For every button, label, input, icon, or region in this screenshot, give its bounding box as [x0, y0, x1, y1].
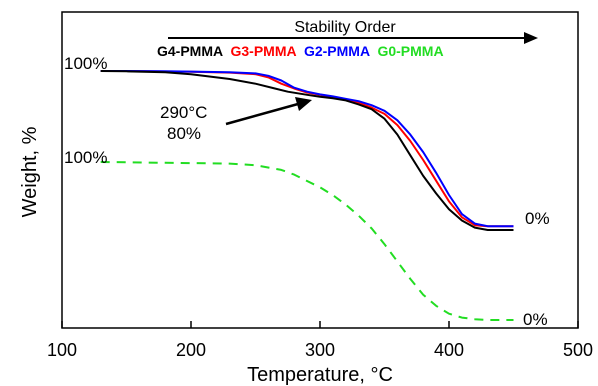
series-line-g2	[100, 70, 514, 228]
stability-order-label-g3: G3-PMMA	[230, 43, 296, 59]
bottom-start-label: 100%	[64, 148, 107, 167]
point-temp-label: 290°C	[160, 103, 207, 122]
x-tick-label-500: 500	[563, 340, 593, 360]
point-arrow	[225, 97, 312, 126]
point-weight-label: 80%	[167, 124, 201, 143]
stability-order-labels: G4-PMMA G3-PMMA G2-PMMA G0-PMMA	[157, 43, 444, 59]
y-axis-title: Weight, %	[19, 126, 41, 217]
x-tick-label-200: 200	[176, 340, 206, 360]
x-tick-label-100: 100	[47, 340, 77, 360]
stability-order-title: Stability Order	[294, 19, 396, 36]
x-tick-label-300: 300	[305, 340, 335, 360]
top-end-label: 0%	[525, 209, 550, 228]
plot-frame	[61, 11, 579, 329]
series-line-g0	[100, 161, 514, 321]
plot-area-border	[61, 11, 579, 329]
point-arrow-head	[295, 97, 312, 111]
x-tick-label-400: 400	[434, 340, 464, 360]
stability-order-label-g2: G2-PMMA	[304, 43, 370, 59]
series-group	[100, 70, 514, 321]
series-line-g4	[100, 70, 514, 231]
stability-order-label-g4: G4-PMMA	[157, 43, 223, 59]
point-arrow-line	[225, 102, 299, 126]
x-axis-ticks	[61, 321, 579, 328]
x-axis-tick-labels: 100 200 300 400 500	[47, 340, 593, 360]
bottom-end-label: 0%	[523, 310, 548, 329]
stability-order-arrow-head	[524, 32, 538, 44]
top-start-label: 100%	[64, 54, 107, 73]
stability-order-label-g0: G0-PMMA	[377, 43, 443, 59]
stability-order-group: Stability Order G4-PMMA G3-PMMA G2-PMMA …	[157, 19, 538, 59]
x-axis-title: Temperature, °C	[247, 364, 393, 386]
